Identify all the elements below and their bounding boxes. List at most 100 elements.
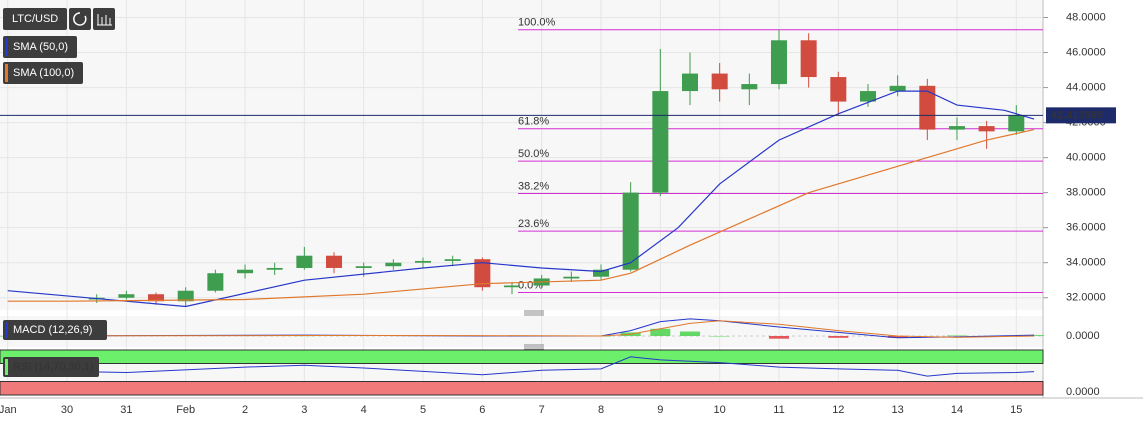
fib-label: 23.6% bbox=[518, 218, 549, 230]
indicator-button[interactable]: SMA (100,0) bbox=[3, 62, 83, 84]
y-tick-label: 36.0000 bbox=[1066, 222, 1106, 234]
candle-body bbox=[652, 91, 669, 193]
candle-body bbox=[919, 85, 936, 130]
candle-body bbox=[681, 73, 698, 92]
y-tick-label: 40.0000 bbox=[1066, 152, 1106, 164]
y-tick-label: 46.0000 bbox=[1066, 46, 1106, 58]
x-tick-label: 6 bbox=[479, 404, 485, 416]
x-tick-label: 8 bbox=[598, 404, 604, 416]
macd-histogram-bar bbox=[828, 336, 849, 338]
x-tick-label: 2 bbox=[242, 404, 248, 416]
candle-body bbox=[207, 273, 224, 291]
symbol-button[interactable]: LTC/USD bbox=[3, 8, 115, 30]
rsi-line bbox=[7, 356, 1035, 377]
indicator-label: SMA (50,0) bbox=[13, 41, 68, 53]
color-strip bbox=[5, 359, 8, 375]
candle-body bbox=[800, 40, 817, 78]
grid bbox=[0, 0, 1043, 395]
price-panel bbox=[0, 0, 1043, 310]
refresh-button[interactable] bbox=[69, 8, 91, 30]
x-tick-label: 13 bbox=[892, 404, 904, 416]
macd-histogram-bar bbox=[679, 331, 700, 336]
fib-label: 61.8% bbox=[518, 116, 549, 128]
last-price-label: 42.413989 bbox=[1051, 109, 1103, 121]
indicator-label: SMA (100,0) bbox=[13, 67, 74, 79]
candle-body bbox=[948, 126, 965, 130]
candle-body bbox=[415, 260, 432, 263]
candle-body bbox=[830, 77, 847, 102]
x-tick-label: 5 bbox=[420, 404, 426, 416]
symbol-title: LTC/USD bbox=[12, 13, 58, 25]
resize-handle[interactable] bbox=[524, 310, 544, 316]
y-tick-label: 38.0000 bbox=[1066, 187, 1106, 199]
candle-body bbox=[444, 259, 461, 261]
macd-histogram-bar bbox=[650, 328, 671, 336]
button-bg bbox=[3, 357, 99, 377]
candle-body bbox=[296, 255, 313, 268]
candle-body bbox=[148, 294, 165, 302]
macd-histogram-bar bbox=[887, 336, 908, 338]
y-tick-label: 0.0000 bbox=[1066, 386, 1100, 398]
last-price-box bbox=[1046, 107, 1116, 124]
candle-body bbox=[593, 269, 610, 277]
candle-body bbox=[563, 276, 580, 279]
macd-histogram-bar bbox=[946, 335, 967, 336]
candle-body bbox=[385, 262, 402, 267]
candle-body bbox=[711, 73, 728, 90]
x-tick-label: 10 bbox=[714, 404, 726, 416]
candle-body bbox=[622, 192, 639, 270]
x-tick-label: 11 bbox=[773, 404, 784, 416]
indicator-label: MACD (12,26,9) bbox=[13, 324, 92, 336]
macd-histogram-bar bbox=[709, 336, 730, 337]
fib-label: 38.2% bbox=[518, 180, 549, 192]
chart-type-button[interactable] bbox=[93, 8, 115, 30]
y-tick-label: 44.0000 bbox=[1066, 81, 1106, 93]
candle-body bbox=[355, 266, 372, 268]
refresh-icon bbox=[73, 12, 87, 26]
resize-handle[interactable] bbox=[524, 344, 544, 350]
x-tick-label: 4 bbox=[361, 404, 367, 416]
x-tick-label: 15 bbox=[1010, 404, 1022, 416]
fib-label: 100.0% bbox=[518, 17, 556, 29]
x-tick-label: Feb bbox=[176, 404, 195, 416]
candle-body bbox=[118, 294, 135, 298]
indicator-button[interactable]: MACD (12,26,9) bbox=[3, 320, 107, 340]
candle-body bbox=[889, 85, 906, 92]
oversold-band bbox=[0, 381, 1044, 396]
sma-line bbox=[7, 129, 1035, 302]
x-tick-label: 3 bbox=[301, 404, 307, 416]
macd-histogram-bar bbox=[768, 336, 789, 339]
candle-body bbox=[1008, 115, 1025, 132]
x-tick-label: 7 bbox=[539, 404, 545, 416]
x-tick-label: 9 bbox=[657, 404, 663, 416]
candle-body bbox=[474, 259, 491, 288]
fib-label: 50.0% bbox=[518, 148, 549, 160]
y-tick-label: 34.0000 bbox=[1066, 257, 1106, 269]
candle-body bbox=[326, 255, 343, 268]
indicator-label: RSI (14,70,30,1) bbox=[13, 361, 94, 373]
marks: Jan 30 31 Feb 2 3 4 5 6 7 8 9 10 11 12 13 14 15 32.0000 34.… bbox=[0, 11, 1116, 416]
signal-line bbox=[7, 320, 1035, 338]
candle-body bbox=[266, 267, 283, 270]
candle-body bbox=[978, 126, 995, 132]
x-tick-label: 14 bbox=[951, 404, 963, 416]
candle-body bbox=[237, 269, 254, 274]
y-tick-label: 32.0000 bbox=[1066, 292, 1106, 304]
candle-body bbox=[859, 91, 876, 102]
sma-line bbox=[7, 90, 1035, 308]
overbought-band bbox=[0, 349, 1044, 364]
macd-panel bbox=[0, 316, 1043, 347]
y-tick-label: 0.0000 bbox=[1066, 330, 1100, 342]
x-tick-label: 31 bbox=[120, 404, 132, 416]
bars-icon bbox=[97, 14, 112, 26]
candle-body bbox=[177, 290, 194, 302]
candle-body bbox=[741, 84, 758, 90]
candle-body bbox=[770, 40, 787, 85]
x-tick-label: Jan bbox=[0, 404, 17, 416]
indicator-button[interactable]: RSI (14,70,30,1) bbox=[3, 357, 99, 377]
y-tick-label: 48.0000 bbox=[1066, 11, 1106, 23]
x-tick-label: 12 bbox=[832, 404, 844, 416]
indicator-button[interactable]: SMA (50,0) bbox=[3, 36, 77, 58]
x-tick-label: 30 bbox=[61, 404, 73, 416]
